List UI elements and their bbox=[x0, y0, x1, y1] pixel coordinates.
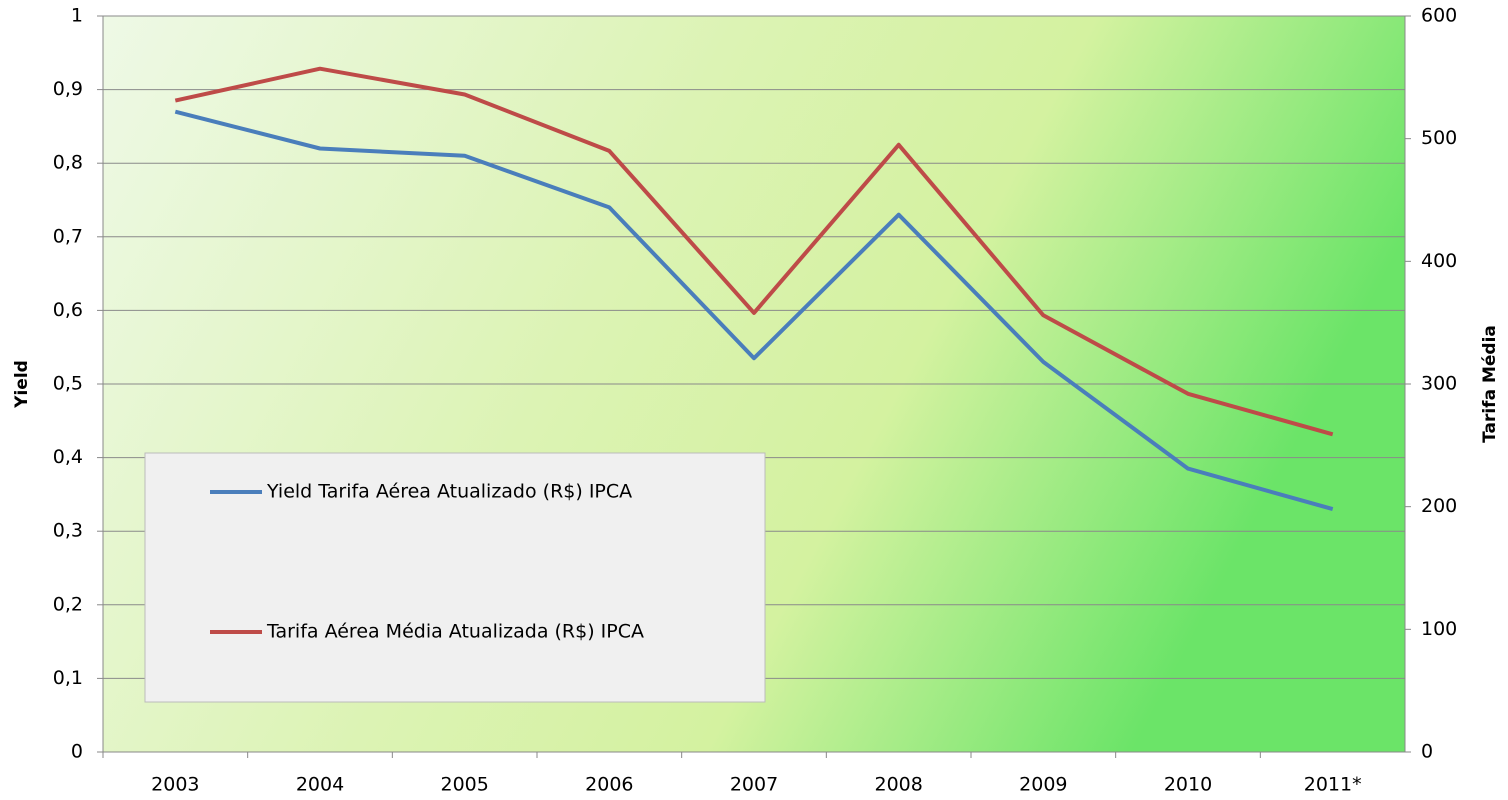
y-tick-label: 0,8 bbox=[53, 152, 83, 174]
y2-tick-label: 400 bbox=[1421, 250, 1457, 272]
series-line bbox=[174, 66, 1334, 437]
x-tick-label: 2007 bbox=[730, 774, 778, 796]
y2-axis-label: Tarifa Média bbox=[1480, 325, 1500, 443]
legend-box bbox=[144, 452, 766, 703]
y-axis-label: Yield bbox=[12, 360, 32, 409]
x-tick-label: 2004 bbox=[296, 774, 344, 796]
y2-tick-label: 600 bbox=[1421, 5, 1457, 27]
y-tick-label: 0,1 bbox=[53, 667, 83, 689]
y2-tick-label: 500 bbox=[1421, 127, 1457, 149]
y-tick-label: 0,4 bbox=[53, 446, 83, 468]
legend-label: Tarifa Aérea Média Atualizada (R$) IPCA bbox=[266, 621, 644, 643]
y-tick-label: 0,2 bbox=[53, 593, 83, 615]
y-tick-label: 0,9 bbox=[53, 78, 83, 100]
y-tick-label: 0,3 bbox=[53, 520, 83, 542]
y-tick-label: 1 bbox=[71, 5, 83, 27]
y2-tick-label: 200 bbox=[1421, 495, 1457, 517]
y2-tick-label: 100 bbox=[1421, 618, 1457, 640]
x-tick-label: 2010 bbox=[1164, 774, 1212, 796]
series-line bbox=[174, 109, 1334, 512]
y-tick-label: 0,6 bbox=[53, 299, 83, 321]
x-tick-label: 2008 bbox=[874, 774, 922, 796]
y2-tick-label: 0 bbox=[1421, 741, 1433, 763]
y-tick-label: 0,7 bbox=[53, 225, 83, 247]
legend-label: Yield Tarifa Aérea Atualizado (R$) IPCA bbox=[266, 481, 632, 503]
y-tick-label: 0 bbox=[71, 741, 83, 763]
x-tick-label: 2011* bbox=[1304, 774, 1362, 796]
x-tick-label: 2005 bbox=[440, 774, 488, 796]
x-tick-label: 2003 bbox=[151, 774, 199, 796]
y-tick-label: 0,5 bbox=[53, 373, 83, 395]
y2-tick-label: 300 bbox=[1421, 373, 1457, 395]
x-tick-label: 2009 bbox=[1019, 774, 1067, 796]
x-tick-label: 2006 bbox=[585, 774, 633, 796]
